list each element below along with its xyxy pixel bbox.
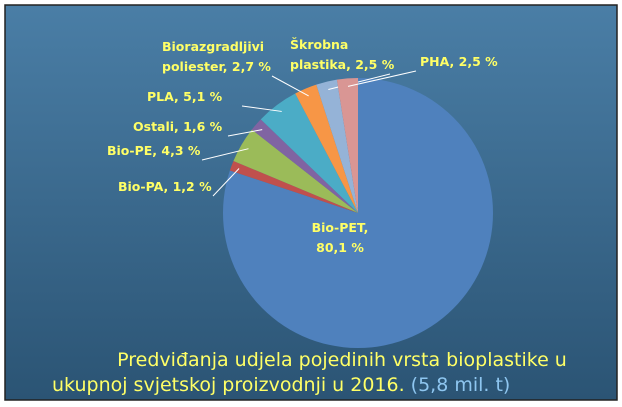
pie-slice [260,93,358,213]
slice-label: Bio-PET, [312,220,369,235]
slice-label: poliester, 2,7 % [162,59,271,74]
title-note: (5,8 mil. t) [411,374,511,396]
slice-label: Škrobna [290,37,348,52]
slice-label: plastika, 2,5 % [290,57,395,72]
leader-line [201,148,249,161]
slice-label: 80,1 % [316,240,364,255]
title-line: Predviđanja udjela pojedinih vrsta biopl… [117,349,567,371]
slice-label: Ostali, 1,6 % [133,119,223,134]
leader-line [241,105,282,112]
pie-slice [295,84,358,214]
pie-slice [336,78,358,213]
leader-line [347,70,417,87]
pie-slice [251,119,358,213]
slice-label: Biorazgradljivi [162,39,264,54]
pie-slice [229,160,358,213]
leader-line [212,168,240,197]
leader-line [227,129,263,137]
slice-label: Bio-PA, 1,2 % [118,179,212,194]
title-line: ukupnoj svjetskoj proizvodnji u 2016. (5,… [52,374,510,396]
slice-label: Bio-PE, 4,3 % [107,143,201,158]
pie-slice [316,79,358,213]
leader-line [271,75,309,97]
title-text: ukupnoj svjetskoj proizvodnji u 2016. [52,374,405,396]
slice-label: PLA, 5,1 % [147,89,223,104]
pie-slice [233,129,358,213]
slice-label: PHA, 2,5 % [420,54,498,69]
